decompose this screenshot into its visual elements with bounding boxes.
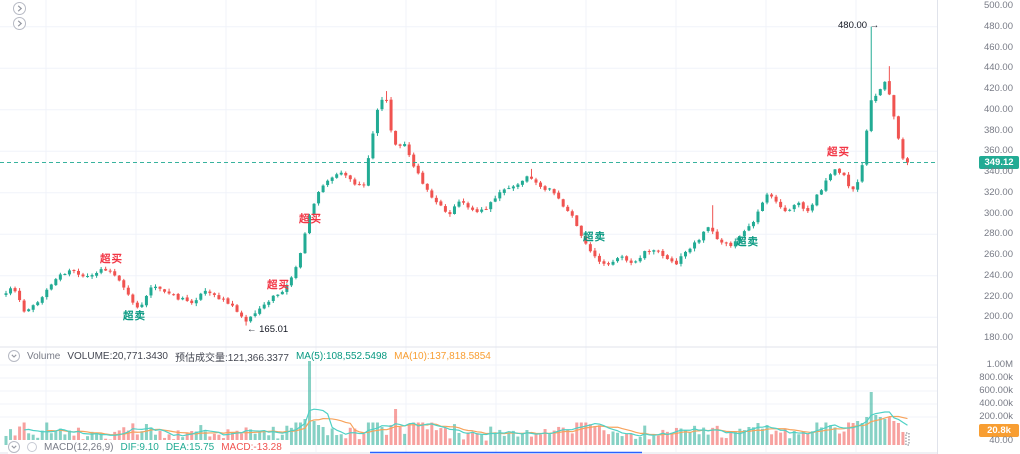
chevron-down-icon[interactable] <box>8 441 20 453</box>
signal-annotation: 超卖 <box>583 231 606 243</box>
price-axis-label: 200.00 <box>983 311 1013 323</box>
price-axis-label: 220.00 <box>983 290 1013 302</box>
price-axis-label: 480.00 <box>983 20 1013 32</box>
signal-annotation: 超卖 <box>736 236 759 248</box>
collapse-indicator-button[interactable] <box>13 17 26 30</box>
price-axis-label: 320.00 <box>983 186 1013 198</box>
volume-axis-label: 600.00k <box>979 385 1013 396</box>
price-axis-label: 300.00 <box>983 207 1013 219</box>
price-axis-label: 340.00 <box>983 166 1013 177</box>
signal-annotation: 超买 <box>299 213 322 225</box>
macd-histogram-value: MACD:-13.28 <box>221 441 282 453</box>
price-axis-label: 380.00 <box>983 124 1013 136</box>
price-axis-label: 180.00 <box>983 332 1013 343</box>
volume-current-value: VOLUME:20,771.3430 <box>67 350 168 362</box>
price-axis-label: 280.00 <box>983 228 1013 240</box>
volume-axis-label: 800.00k <box>979 372 1013 383</box>
price-axis-label: 420.00 <box>983 83 1013 94</box>
signal-annotation: 超卖 <box>123 310 146 322</box>
volume-indicator-title: Volume <box>27 350 61 362</box>
chevron-right-icon <box>17 20 23 27</box>
signal-annotation: 超买 <box>827 146 850 158</box>
macd-dif-value: DIF:9.10 <box>120 441 159 453</box>
chevron-down-icon[interactable] <box>8 350 20 362</box>
indicator-status-icon[interactable] <box>27 442 37 452</box>
volume-axis-label: 200.00k <box>979 411 1013 422</box>
volume-ma10-value: MA(10):137,818.5854 <box>394 350 491 362</box>
price-axis-label: 260.00 <box>983 249 1013 260</box>
macd-pane-header: MACD(12,26,9) DIF:9.10 DEA:15.75 MACD:-1… <box>8 440 290 454</box>
price-axis-label: 440.00 <box>983 62 1013 74</box>
price-axis-label: 400.00 <box>983 103 1013 115</box>
chevron-right-icon <box>17 5 23 12</box>
macd-dea-value: DEA:15.75 <box>165 441 215 453</box>
macd-axis-label: 40.00 <box>989 435 1013 446</box>
volume-axis-label: 400.00k <box>979 398 1013 409</box>
price-axis-label: 240.00 <box>983 269 1013 281</box>
price-axis-label: 360.00 <box>983 145 1013 157</box>
current-price-badge: 349.12 <box>979 156 1019 170</box>
price-axis-label: 460.00 <box>983 41 1013 53</box>
price-axis-label: 500.00 <box>983 0 1013 11</box>
volume-estimated-value: 预估成交量:121,366.3377 <box>174 352 289 364</box>
signal-annotation: 超买 <box>267 279 290 291</box>
signal-annotation: 超买 <box>100 253 123 265</box>
macd-indicator-title: MACD(12,26,9) <box>44 441 114 453</box>
volume-axis-label: 1.00M <box>986 359 1013 370</box>
current-volume-badge: 20.8k <box>979 424 1019 437</box>
collapse-legend-button[interactable] <box>13 2 26 15</box>
volume-ma5-value: MA(5):108,552.5498 <box>295 350 388 362</box>
volume-pane-header: Volume VOLUME:20,771.3430 预估成交量:121,366.… <box>8 349 491 364</box>
price-marker-annotation: 480.00 → <box>838 20 880 31</box>
price-marker-annotation: ← 165.01 <box>247 324 289 335</box>
price-axis[interactable]: 349.12 20.8k 500.00 480.00 460.00 440.00 420… <box>937 0 1020 454</box>
